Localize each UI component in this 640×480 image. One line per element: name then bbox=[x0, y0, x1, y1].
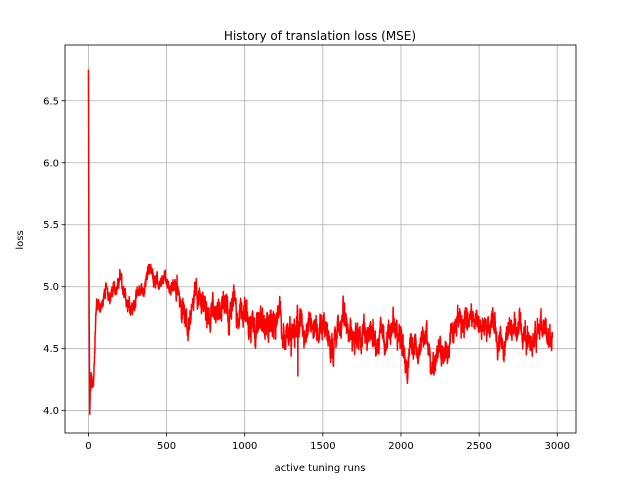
x-tick-label: 500 bbox=[157, 441, 176, 452]
x-tick-label: 2000 bbox=[388, 441, 413, 452]
y-axis: 4.0 4.5 5.0 5.5 6.0 6.5 bbox=[43, 96, 65, 417]
chart-title: History of translation loss (MSE) bbox=[224, 29, 416, 43]
x-tick-label: 1500 bbox=[310, 441, 335, 452]
plot-frame bbox=[64, 44, 577, 434]
x-tick-label: 0 bbox=[85, 441, 91, 452]
y-axis-label: loss bbox=[15, 230, 26, 249]
x-tick-label: 3000 bbox=[545, 441, 570, 452]
y-tick-label: 6.0 bbox=[43, 158, 59, 169]
y-tick-label: 6.5 bbox=[43, 96, 59, 107]
y-tick-label: 4.0 bbox=[43, 406, 59, 417]
x-tick-label: 1000 bbox=[232, 441, 257, 452]
x-tick-label: 2500 bbox=[466, 441, 491, 452]
x-axis: 0 500 1000 1500 2000 2500 3000 bbox=[85, 433, 570, 452]
plot-area bbox=[87, 69, 554, 416]
loss-series-line bbox=[87, 69, 554, 416]
y-tick-label: 5.5 bbox=[43, 220, 59, 231]
grid bbox=[65, 45, 576, 433]
y-tick-label: 5.0 bbox=[43, 282, 59, 293]
y-tick-label: 4.5 bbox=[43, 344, 59, 355]
x-axis-label: active tuning runs bbox=[275, 463, 366, 474]
